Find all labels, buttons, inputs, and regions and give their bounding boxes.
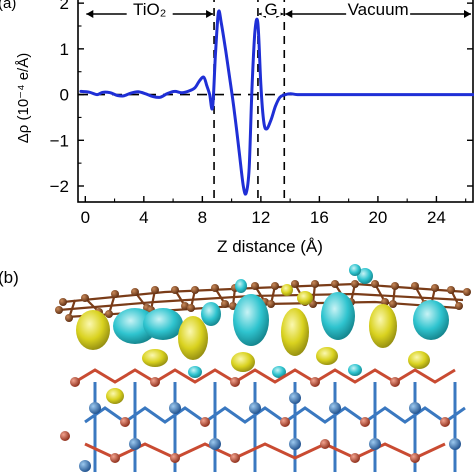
x-tick-label: 0	[81, 208, 90, 227]
isosurface-lobes	[76, 264, 449, 404]
x-tick-label: 24	[427, 208, 446, 227]
region-label-bg	[126, 0, 173, 16]
y-tick-label: −2	[50, 177, 69, 196]
x-tick-label: 8	[198, 208, 207, 227]
region-label-bg	[261, 0, 281, 16]
region-label: TiO₂	[133, 0, 166, 19]
region-arrowhead-left	[86, 10, 94, 18]
x-axis-ticks: 0 4 8 12 16 20 24	[81, 196, 467, 227]
x-tick-label: 20	[368, 208, 387, 227]
oxygen-atoms	[60, 377, 450, 463]
titanium-atoms	[79, 392, 461, 472]
series-group	[79, 9, 474, 196]
panel-b: (b)	[0, 264, 471, 472]
plot-frame	[77, 0, 474, 203]
region-label-bg	[346, 0, 411, 16]
region-label: Vacuum	[348, 0, 409, 19]
x-tick-label: 4	[139, 208, 148, 227]
y-axis-ticks: −2 −1 0 1 2	[50, 0, 473, 196]
panel-b-label: (b)	[0, 268, 19, 287]
x-axis-label: Z distance (Å)	[217, 237, 323, 256]
y-tick-label: 2	[60, 0, 69, 13]
panel-a-label: (a)	[0, 0, 16, 12]
region-annotations: TiO₂ G Vacuum	[86, 0, 471, 19]
y-tick-label: −1	[50, 131, 69, 150]
x-tick-label: 12	[251, 208, 270, 227]
y-axis-label: Δρ (10⁻⁴ e/Å)	[15, 53, 32, 143]
y-tick-label: 1	[60, 40, 69, 59]
region-arrowhead-left	[285, 10, 293, 18]
region-arrowhead-right	[464, 10, 471, 18]
region-arrowhead-right	[206, 10, 214, 18]
series-line-0	[79, 9, 474, 196]
structure-illustration	[55, 264, 471, 472]
region-label: G	[264, 0, 277, 19]
tio2-substrate	[74, 368, 466, 472]
x-tick-label: 16	[310, 208, 329, 227]
y-tick-label: 0	[60, 86, 69, 105]
